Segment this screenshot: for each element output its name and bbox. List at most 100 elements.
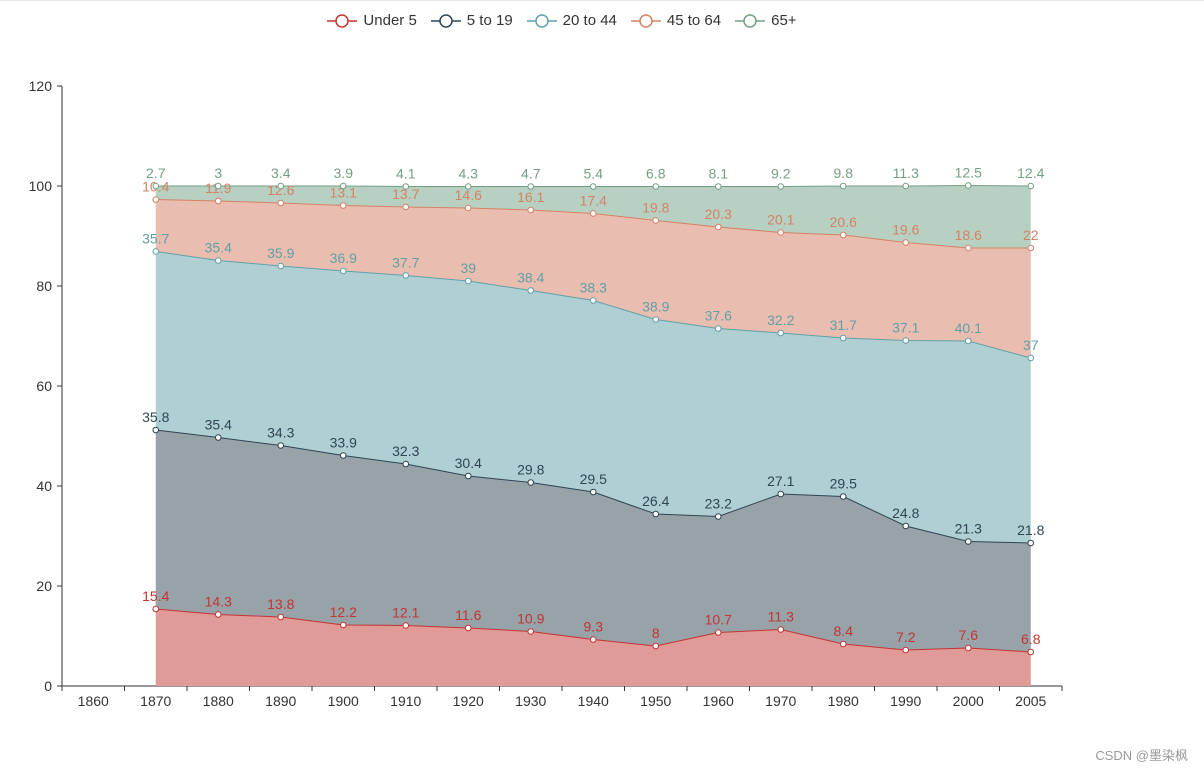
data-point[interactable]: [1027, 354, 1035, 362]
data-point[interactable]: [152, 426, 160, 434]
data-point[interactable]: [402, 183, 410, 190]
data-point[interactable]: [464, 277, 472, 285]
data-point[interactable]: [214, 257, 222, 264]
data-point[interactable]: [839, 231, 847, 239]
data-point[interactable]: [464, 204, 472, 212]
data-point[interactable]: [714, 629, 722, 636]
data-point[interactable]: [277, 442, 285, 449]
data-point[interactable]: [464, 624, 472, 632]
data-label: 35.9: [267, 245, 294, 261]
area-under-5[interactable]: [155, 609, 1031, 686]
data-point[interactable]: [339, 621, 347, 629]
data-point[interactable]: [902, 522, 910, 530]
data-point[interactable]: [402, 272, 410, 279]
data-point[interactable]: [339, 182, 347, 190]
data-point[interactable]: [902, 337, 910, 344]
data-label: 32.3: [392, 443, 419, 459]
data-point[interactable]: [839, 493, 847, 500]
area-45-to-64[interactable]: [155, 199, 1031, 359]
data-point[interactable]: [1027, 648, 1035, 656]
data-point[interactable]: [589, 210, 597, 217]
data-point[interactable]: [339, 202, 347, 209]
data-point[interactable]: [964, 182, 972, 189]
data-point[interactable]: [839, 640, 847, 648]
area-5-to-19[interactable]: [155, 430, 1031, 652]
legend-item-under-5[interactable]: Under 5: [327, 12, 417, 29]
data-point[interactable]: [464, 472, 472, 480]
legend-item-20-to-44[interactable]: 20 to 44: [526, 12, 617, 29]
data-point[interactable]: [214, 611, 222, 618]
data-point[interactable]: [589, 297, 597, 304]
area-65plus[interactable]: [155, 185, 1031, 249]
data-point[interactable]: [277, 199, 285, 207]
data-point[interactable]: [777, 626, 785, 633]
data-point[interactable]: [277, 182, 285, 190]
data-point[interactable]: [152, 248, 160, 255]
data-point[interactable]: [339, 452, 347, 459]
data-point[interactable]: [777, 183, 785, 190]
data-point[interactable]: [777, 229, 785, 236]
data-point[interactable]: [402, 203, 410, 211]
data-point[interactable]: [839, 334, 847, 342]
data-point[interactable]: [652, 183, 660, 190]
data-point[interactable]: [902, 239, 910, 246]
data-point[interactable]: [402, 622, 410, 629]
data-point[interactable]: [214, 182, 222, 190]
data-point[interactable]: [777, 490, 785, 498]
data-label: 21.8: [1017, 522, 1044, 538]
data-point[interactable]: [1027, 539, 1035, 547]
data-point[interactable]: [464, 183, 472, 190]
data-point[interactable]: [714, 325, 722, 332]
data-point[interactable]: [589, 488, 597, 496]
data-point[interactable]: [277, 613, 285, 621]
data-label: 34.3: [267, 425, 294, 441]
data-label: 9.8: [834, 165, 854, 181]
legend-item-65plus[interactable]: 65+: [735, 12, 797, 29]
data-point[interactable]: [964, 244, 972, 252]
y-tick-label: 20: [36, 578, 52, 594]
data-point[interactable]: [1027, 182, 1035, 190]
data-point[interactable]: [527, 628, 535, 635]
data-point[interactable]: [527, 479, 535, 486]
y-tick-label: 120: [29, 78, 53, 94]
x-tick-label: 1970: [765, 693, 796, 709]
data-point[interactable]: [902, 182, 910, 190]
data-label: 32.2: [767, 312, 794, 328]
x-tick-label: 1910: [390, 693, 421, 709]
data-point[interactable]: [214, 197, 222, 205]
data-point[interactable]: [714, 513, 722, 520]
data-label: 20.3: [705, 206, 732, 222]
data-point[interactable]: [652, 510, 660, 518]
data-point[interactable]: [902, 646, 910, 654]
data-point[interactable]: [214, 434, 222, 441]
data-point[interactable]: [964, 644, 972, 652]
data-point[interactable]: [152, 605, 160, 613]
legend-marker-icon: [735, 13, 766, 28]
data-point[interactable]: [652, 642, 660, 650]
y-tick-label: 60: [36, 378, 52, 394]
x-tick-label: 1980: [828, 693, 859, 709]
data-point[interactable]: [777, 329, 785, 337]
data-point[interactable]: [152, 196, 160, 203]
data-point[interactable]: [964, 337, 972, 345]
data-point[interactable]: [152, 182, 160, 190]
data-point[interactable]: [839, 182, 847, 190]
legend-item-45-to-64[interactable]: 45 to 64: [630, 12, 721, 29]
data-point[interactable]: [714, 223, 722, 231]
data-point[interactable]: [527, 287, 535, 294]
data-point[interactable]: [527, 206, 535, 214]
data-point[interactable]: [652, 316, 660, 323]
data-point[interactable]: [277, 262, 285, 270]
legend-item-5-to-19[interactable]: 5 to 19: [430, 12, 513, 29]
data-point[interactable]: [714, 183, 722, 190]
data-point[interactable]: [964, 538, 972, 545]
area-20-to-44[interactable]: [155, 251, 1031, 544]
data-point[interactable]: [527, 183, 535, 190]
data-point[interactable]: [1027, 244, 1035, 252]
data-point[interactable]: [652, 217, 660, 224]
data-point[interactable]: [402, 460, 410, 468]
data-label: 8: [652, 625, 660, 641]
data-point[interactable]: [589, 183, 597, 190]
data-point[interactable]: [339, 267, 347, 275]
data-point[interactable]: [589, 636, 597, 643]
